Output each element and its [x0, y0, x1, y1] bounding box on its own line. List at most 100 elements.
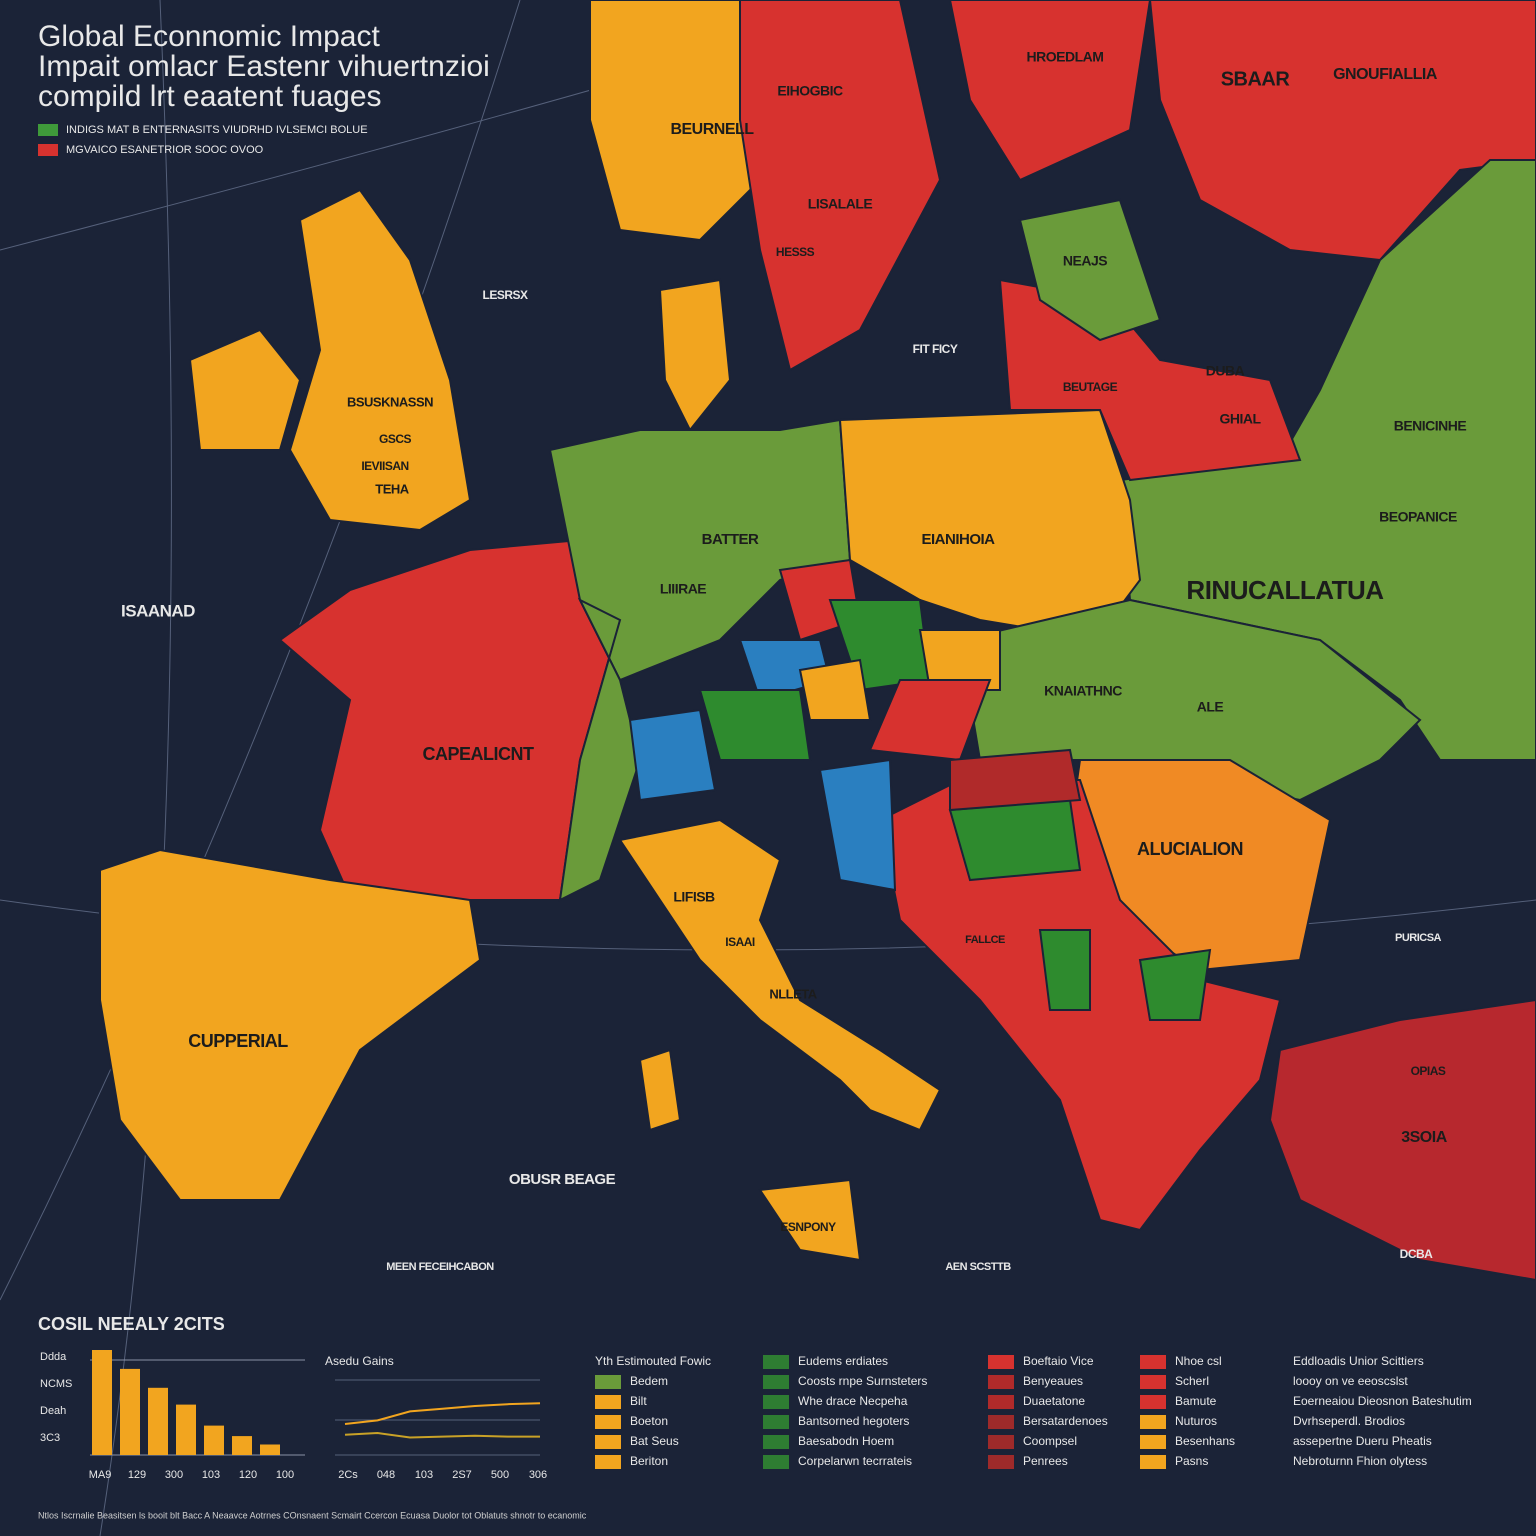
key-swatch	[595, 1395, 621, 1409]
x-label: 306	[529, 1469, 547, 1481]
key-label: Nebroturnn Fhion olytess	[1293, 1454, 1427, 1468]
region-label: BATTER	[702, 531, 759, 548]
region-label: TEHA	[375, 481, 410, 496]
region-label: ALUCIALION	[1137, 839, 1243, 859]
region-label: FALLCE	[965, 934, 1005, 946]
key-label: Besenhans	[1175, 1434, 1235, 1448]
region-label: BEUTAGE	[1063, 380, 1118, 394]
key-label: Beriton	[630, 1454, 668, 1468]
x-label: 2Cs	[338, 1469, 358, 1481]
regions	[99, 0, 1536, 1282]
key-swatch	[988, 1375, 1014, 1389]
key-swatch	[595, 1435, 621, 1449]
y-label: 3C3	[40, 1432, 60, 1444]
bar	[176, 1404, 196, 1455]
key-label: Baesabodn Hoem	[798, 1434, 894, 1448]
region-label: PURICSA	[1395, 932, 1442, 944]
region-label: DUBA	[1206, 363, 1245, 379]
region-label: GNOUFIALLIA	[1333, 66, 1438, 83]
region-label: BEOPANICE	[1379, 509, 1457, 525]
key-swatch	[1140, 1415, 1166, 1429]
legend-swatch	[38, 144, 58, 156]
region-label: OBUSR BEAGE	[509, 1171, 616, 1188]
key-swatch	[763, 1415, 789, 1429]
region-label: 3SOIA	[1401, 1129, 1447, 1146]
y-label: Deah	[40, 1405, 66, 1417]
x-label: 300	[165, 1469, 183, 1481]
region-label: LISALALE	[808, 196, 873, 212]
key-swatch	[763, 1355, 789, 1369]
key-swatch	[1140, 1355, 1166, 1369]
region-label: LESRSX	[482, 288, 528, 302]
region-label: ALE	[1197, 699, 1224, 715]
key-label: Benyeaues	[1023, 1374, 1083, 1388]
region-label: NEAJS	[1063, 253, 1107, 269]
legend-label: MGVAICO ESANETRIOR SOOC OVOO	[66, 144, 264, 156]
chart-title: Asedu Gains	[325, 1354, 394, 1368]
key-swatch	[1140, 1455, 1166, 1469]
region-label: EIANIHOIA	[921, 531, 995, 548]
region-label: LIIIRAE	[660, 581, 706, 597]
key-swatch	[595, 1375, 621, 1389]
key-label: Bersatardenoes	[1023, 1414, 1108, 1428]
region-label: GHIAL	[1219, 411, 1261, 427]
region-label: ISAANAD	[121, 601, 195, 620]
key-label: Eudems erdiates	[798, 1354, 888, 1368]
region-label: FIT FICY	[913, 342, 958, 356]
bar	[92, 1350, 112, 1455]
x-label: 103	[202, 1469, 220, 1481]
key-swatch	[1140, 1375, 1166, 1389]
key-swatch	[988, 1415, 1014, 1429]
x-label: 100	[276, 1469, 294, 1481]
region-label: HROEDLAM	[1027, 49, 1104, 65]
footer: Ntlos Iscrnalie Beasitsen ls booit blt B…	[38, 1510, 587, 1520]
key-label: Bamute	[1175, 1394, 1217, 1408]
key-swatch	[595, 1415, 621, 1429]
key-swatch	[1140, 1435, 1166, 1449]
key-label: Coompsel	[1023, 1434, 1077, 1448]
key-label: Boeftaio Vice	[1023, 1354, 1094, 1368]
x-label: 2S7	[452, 1469, 472, 1481]
key-header: Yth Estimouted Fowic	[595, 1354, 711, 1368]
key-swatch	[988, 1355, 1014, 1369]
key-swatch	[1140, 1395, 1166, 1409]
key-label: Penrees	[1023, 1454, 1068, 1468]
key-swatch	[763, 1395, 789, 1409]
key-label: Bantsorned hegoters	[798, 1414, 909, 1428]
key-label: Pasns	[1175, 1454, 1208, 1468]
key-label: Nuturos	[1175, 1414, 1217, 1428]
region-label: CUPPERIAL	[188, 1031, 288, 1051]
region-label: LIFISB	[673, 889, 715, 905]
region-label: KNAIATHNC	[1044, 683, 1122, 699]
region-label: DCBA	[1400, 1247, 1433, 1261]
y-label: Ddda	[40, 1351, 67, 1363]
region-label: MEEN FECEIHCABON	[386, 1261, 494, 1273]
x-label: 048	[377, 1469, 395, 1481]
region-label: BSUSKNASSN	[347, 394, 433, 409]
key-label: Bedem	[630, 1374, 668, 1388]
bar	[232, 1436, 252, 1455]
key-swatch	[763, 1435, 789, 1449]
bar	[260, 1444, 280, 1455]
region-label: HESSS	[776, 245, 815, 259]
region-label: NLLETA	[769, 986, 817, 1001]
key-label: loooy on ve eeoscslst	[1293, 1374, 1408, 1388]
region-label: AEN SCSTTB	[945, 1261, 1011, 1273]
key-label: Dvrhseperdl. Brodios	[1293, 1414, 1405, 1428]
key-label: Duaetatone	[1023, 1394, 1085, 1408]
line-series	[344, 1431, 540, 1439]
region-label: OPIAS	[1411, 1064, 1446, 1078]
x-label: 500	[491, 1469, 509, 1481]
region-label: ISAAI	[725, 935, 755, 949]
bar	[148, 1387, 168, 1455]
region-label: BEURNELL	[670, 121, 754, 138]
y-label: NCMS	[40, 1378, 72, 1390]
key-swatch	[763, 1375, 789, 1389]
region-label: ESNPONY	[780, 1220, 836, 1234]
key-label: Bilt	[630, 1394, 647, 1408]
key-label: Corpelarwn tecrrateis	[798, 1454, 912, 1468]
key-label: Boeton	[630, 1414, 668, 1428]
key-label: Scherl	[1175, 1374, 1209, 1388]
chart-title: COSIL NEEALY 2CITS	[38, 1314, 225, 1334]
